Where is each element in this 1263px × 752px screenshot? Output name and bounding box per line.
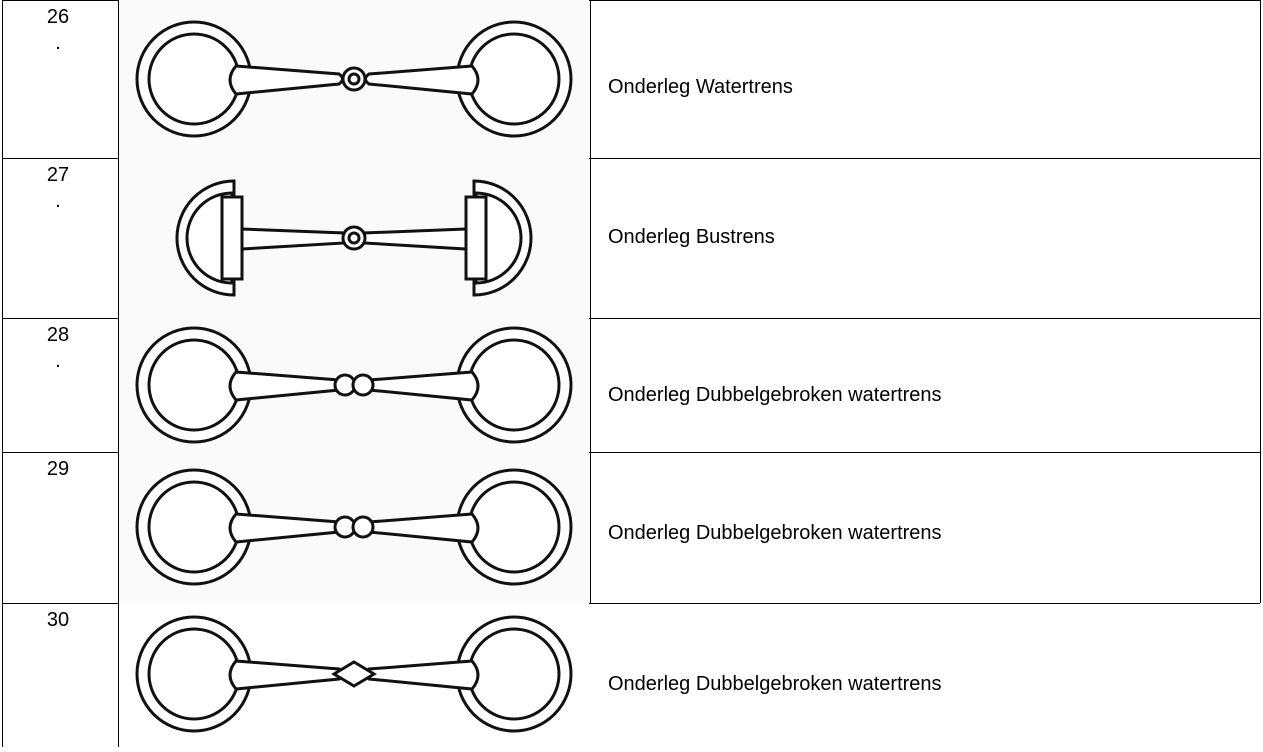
row-number: 26.	[2, 4, 114, 56]
border	[2, 0, 1260, 1]
row-number: 27.	[2, 162, 114, 214]
table-row: 30 Onderleg Dubbelgebroken watertrens	[0, 603, 1263, 747]
number: 26	[46, 6, 70, 28]
number: 28	[46, 324, 70, 346]
bit-image	[119, 452, 589, 603]
dot: .	[55, 190, 61, 212]
bit-image	[119, 0, 589, 158]
bit-image	[119, 318, 589, 452]
border	[1260, 0, 1261, 603]
border	[2, 0, 3, 747]
border	[2, 603, 1260, 604]
border	[2, 158, 1260, 159]
row-number: 29	[2, 456, 114, 482]
bit	[135, 20, 573, 138]
row-number: 30	[2, 607, 114, 633]
number: 27	[46, 164, 70, 186]
table-row: 28. Onderleg Dubbelgebroken watertrens	[0, 318, 1263, 452]
bit	[175, 179, 533, 297]
dot: .	[55, 32, 61, 54]
bit-name: Onderleg Bustrens	[608, 226, 775, 248]
border	[118, 0, 119, 747]
border	[2, 318, 1260, 319]
border	[590, 0, 591, 603]
bit	[135, 615, 573, 733]
bit-name: Onderleg Dubbelgebroken watertrens	[608, 384, 942, 406]
bit	[135, 468, 573, 586]
bit	[135, 326, 573, 444]
number: 30	[46, 609, 70, 631]
row-number: 28.	[2, 322, 114, 374]
table-row: 26. Onderleg Watertrens	[0, 0, 1263, 158]
number: 29	[46, 458, 70, 480]
border	[2, 452, 1260, 453]
bit-image	[119, 603, 589, 747]
bit-name: Onderleg Dubbelgebroken watertrens	[608, 673, 942, 695]
table-row: 29 Onderleg Dubbelgebroken watertrens	[0, 452, 1263, 603]
bit-name: Onderleg Dubbelgebroken watertrens	[608, 522, 942, 544]
table-row: 27. Onderleg Bustrens	[0, 158, 1263, 318]
dot: .	[55, 350, 61, 372]
bit-image	[119, 158, 589, 318]
bit-name: Onderleg Watertrens	[608, 76, 793, 98]
